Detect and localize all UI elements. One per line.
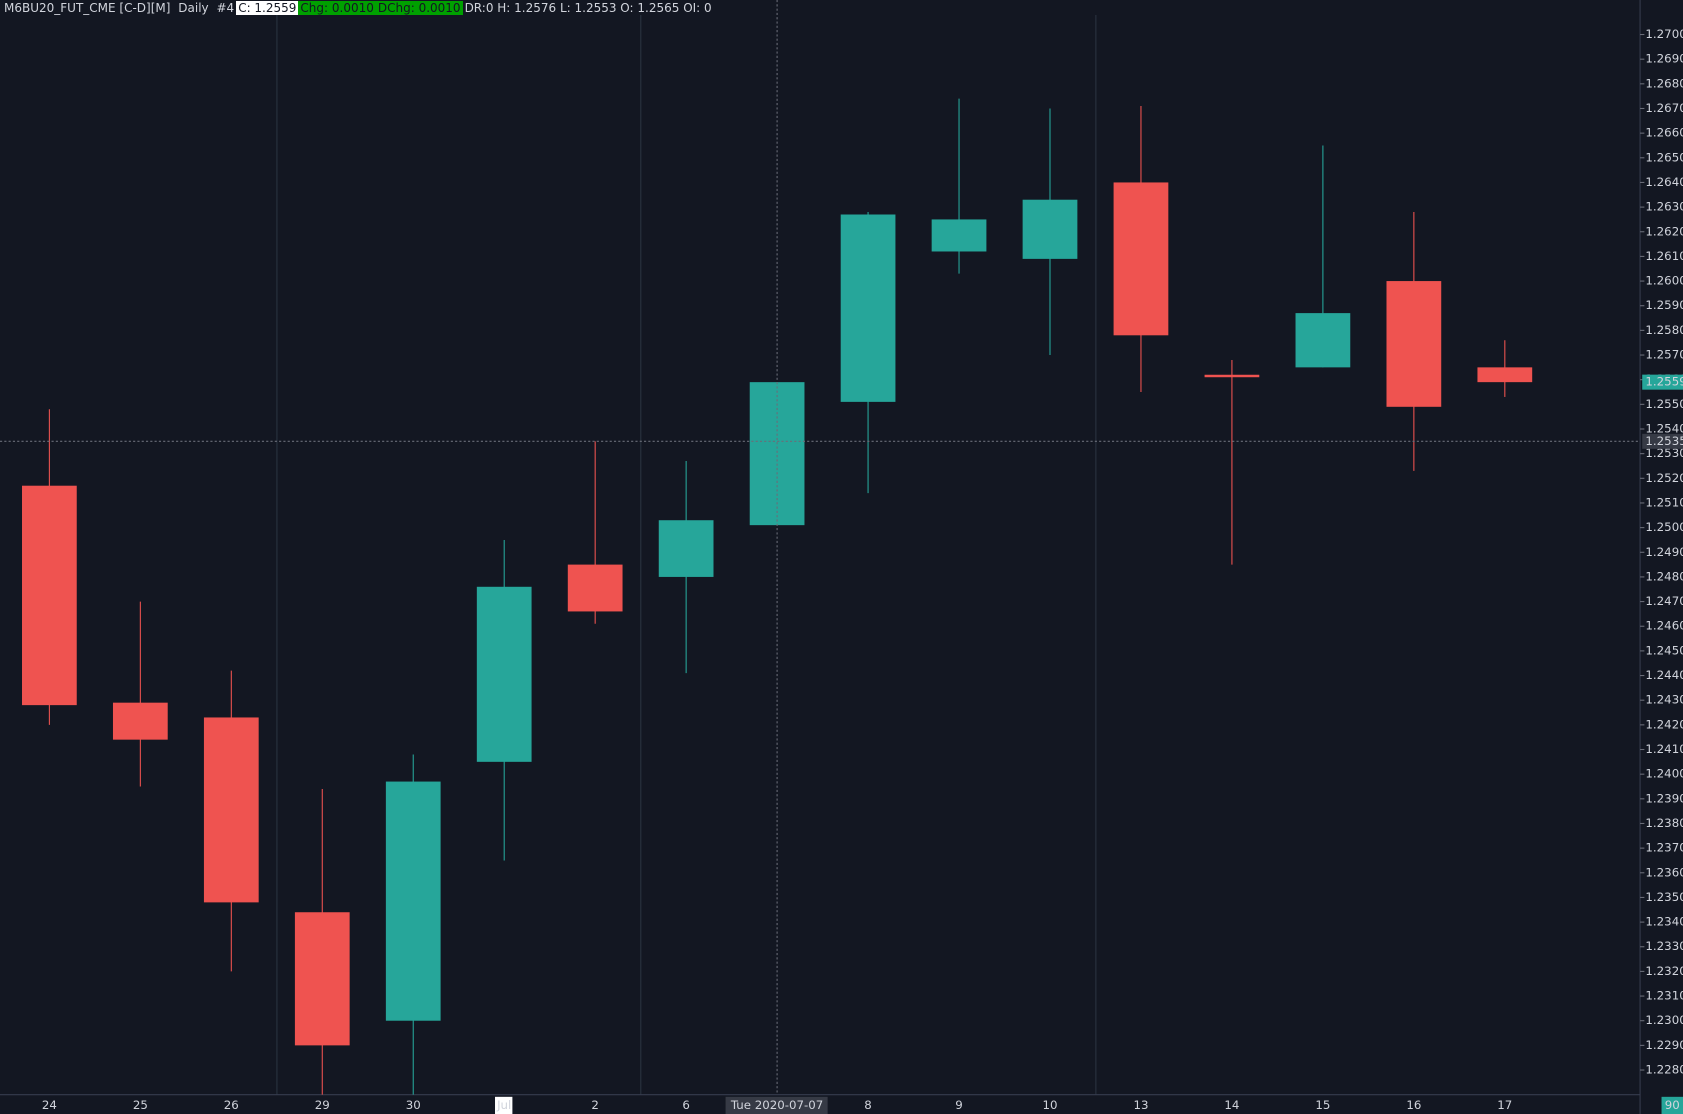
y-tick-label: 1.2290 (1645, 1038, 1683, 1052)
x-tick-label: 16 (1406, 1098, 1421, 1112)
y-tick-label: 1.2660 (1645, 126, 1683, 140)
x-tick-label: 10 (1042, 1098, 1057, 1112)
interval: Daily (178, 1, 209, 15)
x-tick-label: 8 (864, 1098, 872, 1112)
y-tick-label: 1.2430 (1645, 693, 1683, 707)
y-tick-label: 1.2350 (1645, 890, 1683, 904)
y-tick-label: 1.2390 (1645, 791, 1683, 805)
y-tick-label: 1.2510 (1645, 495, 1683, 509)
ohlc-info: DR:0 H: 1.2576 L: 1.2553 O: 1.2565 OI: 0 (464, 1, 712, 15)
y-tick-label: 1.2340 (1645, 915, 1683, 929)
candle-body (1477, 367, 1533, 383)
y-tick-label: 1.2700 (1645, 27, 1683, 41)
bars-count-label: 90 (1665, 1098, 1680, 1112)
x-tick-label: 25 (133, 1098, 148, 1112)
y-tick-label: 1.2380 (1645, 816, 1683, 830)
last-price-label: 1.2559 (1645, 375, 1683, 389)
y-tick-label: 1.2480 (1645, 569, 1683, 583)
candle-body (567, 564, 623, 612)
crosshair-price-label: 1.2535 (1645, 434, 1683, 448)
id: #4 (216, 1, 235, 15)
y-tick-label: 1.2520 (1645, 471, 1683, 485)
y-tick-label: 1.2570 (1645, 348, 1683, 362)
candle-body (112, 702, 168, 740)
candle-body (22, 485, 77, 706)
y-tick-label: 1.2600 (1645, 274, 1683, 288)
y-tick-label: 1.2620 (1645, 224, 1683, 238)
y-tick-label: 1.2460 (1645, 619, 1683, 633)
x-tick-label: 24 (42, 1098, 57, 1112)
y-tick-label: 1.2370 (1645, 841, 1683, 855)
y-tick-label: 1.2650 (1645, 150, 1683, 164)
candle-body (1295, 313, 1351, 368)
x-tick-label: 13 (1133, 1098, 1148, 1112)
y-tick-label: 1.2630 (1645, 200, 1683, 214)
y-tick-label: 1.2640 (1645, 175, 1683, 189)
y-tick-label: 1.2540 (1645, 421, 1683, 435)
candle-body (476, 586, 532, 762)
candle-body (385, 781, 441, 1021)
candle-body (658, 520, 714, 577)
candle-body (1204, 374, 1260, 378)
x-tick-label: 6 (682, 1098, 690, 1112)
crosshair-price-box (1642, 433, 1683, 449)
y-tick-label: 1.2410 (1645, 742, 1683, 756)
x-tick-label: 14 (1224, 1098, 1239, 1112)
symbol: M6BU20_FUT_CME [C-D][M] (4, 1, 171, 15)
x-tick-label: 17 (1497, 1098, 1512, 1112)
change-value: Chg: 0.0010 (298, 1, 376, 15)
y-tick-label: 1.2300 (1645, 1013, 1683, 1027)
candle-body (840, 214, 896, 402)
candle-body (749, 382, 805, 526)
y-tick-label: 1.2550 (1645, 397, 1683, 411)
y-tick-label: 1.2530 (1645, 446, 1683, 460)
close-value: C: 1.2559 (236, 1, 299, 15)
y-tick-label: 1.2680 (1645, 76, 1683, 90)
y-tick-label: 1.2470 (1645, 594, 1683, 608)
y-tick-label: 1.2280 (1645, 1063, 1683, 1077)
x-tick-label: 29 (315, 1098, 330, 1112)
x-tick-label: 26 (224, 1098, 239, 1112)
y-tick-label: 1.2450 (1645, 643, 1683, 657)
y-tick-label: 1.2400 (1645, 767, 1683, 781)
header: M6BU20_FUT_CME [C-D][M] Daily #4 C: 1.255… (2, 1, 714, 16)
y-tick-label: 1.2690 (1645, 52, 1683, 66)
crosshair-date-label: Tue 2020-07-07 (730, 1098, 823, 1112)
y-tick-label: 1.2500 (1645, 520, 1683, 534)
y-tick-label: 1.2440 (1645, 668, 1683, 682)
daily-change-value: DChg: 0.0010 (375, 1, 463, 15)
y-tick-label: 1.2590 (1645, 298, 1683, 312)
candle-body (1113, 182, 1169, 336)
y-tick-label: 1.2580 (1645, 323, 1683, 337)
y-tick-label: 1.2310 (1645, 989, 1683, 1003)
candle-body (1022, 199, 1078, 259)
x-tick-label: 30 (406, 1098, 421, 1112)
candle-body (931, 219, 987, 252)
y-tick-label: 1.2670 (1645, 101, 1683, 115)
y-tick-label: 1.2610 (1645, 249, 1683, 263)
x-tick-label: 2 (591, 1098, 599, 1112)
x-tick-label: 9 (955, 1098, 963, 1112)
y-tick-label: 1.2360 (1645, 865, 1683, 879)
candle-body (1386, 281, 1442, 407)
x-tick-label: Jul (496, 1098, 511, 1112)
y-tick-label: 1.2490 (1645, 545, 1683, 559)
candle-body (203, 717, 259, 903)
y-tick-label: 1.2420 (1645, 717, 1683, 731)
candle-body (294, 912, 350, 1046)
y-tick-label: 1.2320 (1645, 964, 1683, 978)
month-label-box (495, 1096, 513, 1114)
last-price-box (1642, 374, 1683, 390)
y-tick-label: 1.2330 (1645, 939, 1683, 953)
crosshair-date-box (725, 1096, 828, 1114)
x-tick-label: 15 (1315, 1098, 1330, 1112)
bars-count-box (1661, 1096, 1683, 1114)
